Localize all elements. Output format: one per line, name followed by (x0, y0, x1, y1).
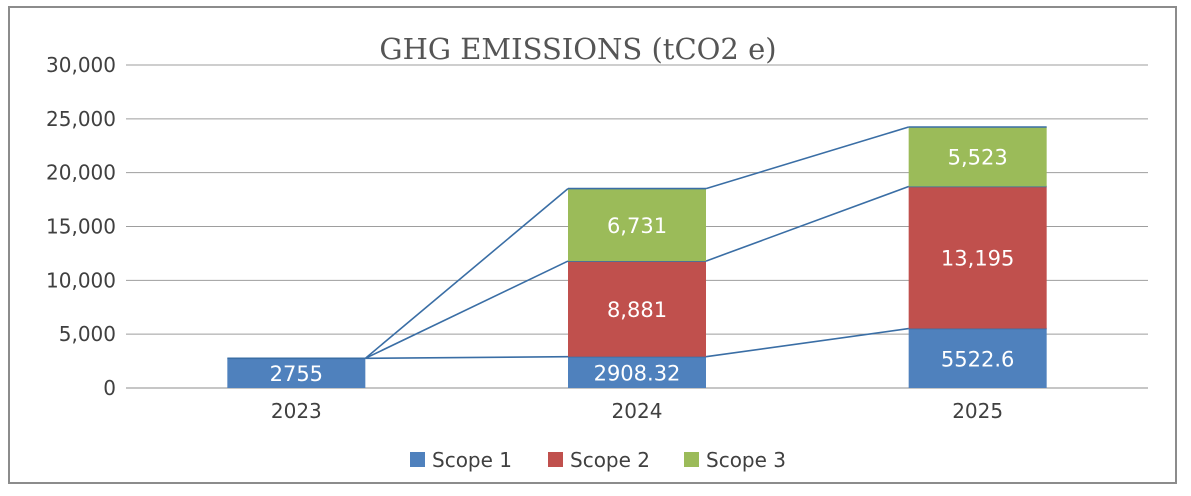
data-label-scope-3-2024: 6,731 (607, 214, 667, 238)
x-tick-label: 2024 (612, 399, 663, 423)
data-label-scope-1-2024: 2908.32 (594, 361, 681, 385)
chart-title: GHG EMISSIONS (tCO2 e) (379, 32, 776, 66)
data-label-scope-2-2024: 8,881 (607, 298, 667, 322)
legend-label-scope-3: Scope 3 (706, 448, 786, 472)
x-axis-ticks: 2023 2024 2025 (271, 399, 1003, 423)
data-label-scope-1-2023: 2755 (270, 362, 323, 386)
bar-scope-2-2024 (568, 261, 706, 357)
data-label-scope-3-2025: 5,523 (948, 146, 1008, 170)
bar-scope-3-2024 (568, 188, 706, 262)
legend-label-scope-2: Scope 2 (570, 448, 650, 472)
series-lines (364, 126, 909, 360)
y-tick-label: 25,000 (46, 107, 116, 131)
series-line-scope-2 (705, 185, 909, 262)
y-tick-label: 5,000 (59, 322, 116, 346)
data-label-scope-2-2025: 13,195 (941, 247, 1014, 271)
bar-scope-1-2025 (908, 328, 1047, 388)
series-line-scope-3 (705, 126, 909, 190)
series-line-scope-1 (365, 355, 569, 360)
series-line-scope-2 (364, 260, 569, 360)
data-label-scope-1-2025: 5522.6 (941, 347, 1014, 371)
legend-label-scope-1: Scope 1 (432, 448, 512, 472)
y-tick-label: 15,000 (46, 215, 116, 239)
bar-scope-3-2025 (908, 127, 1047, 187)
y-tick-label: 30,000 (46, 53, 116, 77)
bars: 2755 2908.32 8,881 6,731 5522.6 13,195 5,523 (227, 126, 1047, 388)
legend-swatch-scope-2 (548, 452, 563, 467)
legend-swatch-scope-3 (684, 452, 699, 467)
series-line-scope-3 (364, 187, 569, 359)
y-tick-label: 0 (103, 376, 116, 400)
bar-scope-1-2024 (568, 356, 706, 388)
x-tick-label: 2025 (952, 399, 1003, 423)
bar-scope-2-2025 (908, 186, 1047, 329)
x-tick-label: 2023 (271, 399, 322, 423)
y-tick-label: 20,000 (46, 161, 116, 185)
legend-swatch-scope-1 (410, 452, 425, 467)
bar-scope-1-2023 (227, 358, 366, 388)
y-tick-label: 10,000 (46, 268, 116, 292)
series-line-scope-1 (705, 327, 909, 358)
legend: Scope 1 Scope 2 Scope 3 (410, 448, 786, 472)
y-axis-ticks: 0 5,000 10,000 15,000 20,000 25,000 30,000 (46, 53, 116, 400)
